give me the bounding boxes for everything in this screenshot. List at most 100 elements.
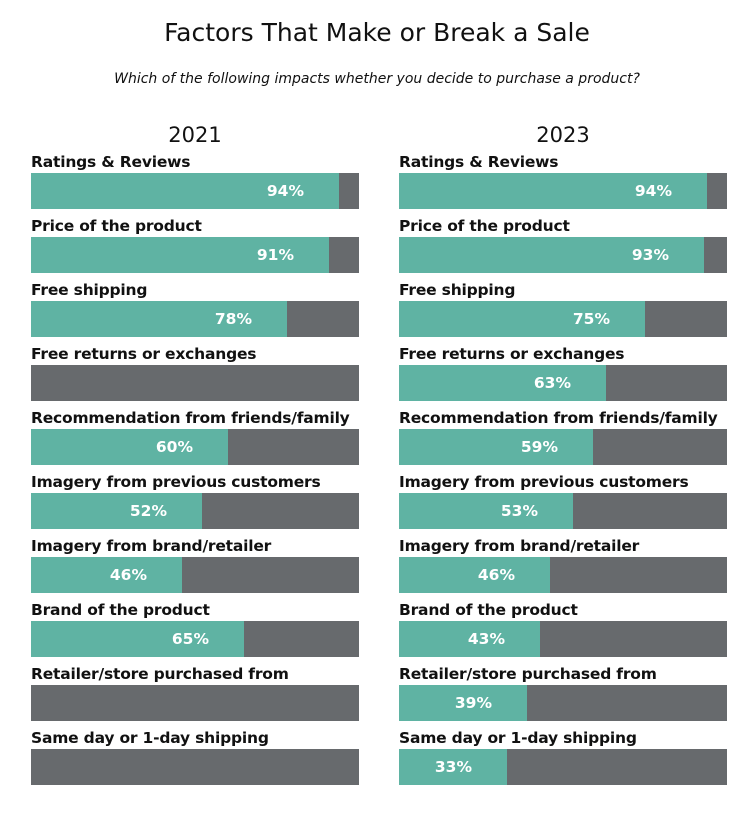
bar-track bbox=[31, 685, 359, 721]
bar-value-label: 33% bbox=[434, 758, 472, 776]
bar-track: 75% bbox=[399, 301, 727, 337]
bar-value-label: 93% bbox=[631, 246, 669, 264]
bar-track: 46% bbox=[399, 557, 727, 593]
bar-track: 46% bbox=[31, 557, 359, 593]
bar-value-label: 65% bbox=[171, 630, 209, 648]
bar-row: Same day or 1-day shipping bbox=[31, 726, 359, 790]
panel-year-label: 2021 bbox=[168, 123, 222, 147]
bar-value-label: 53% bbox=[500, 502, 538, 520]
bar-fill bbox=[31, 429, 228, 465]
bar-track: 91% bbox=[31, 237, 359, 273]
bar-value-label: 46% bbox=[477, 566, 515, 584]
bar-track: 78% bbox=[31, 301, 359, 337]
bar-fill bbox=[399, 621, 540, 657]
bar-list: Ratings & Reviews 94% Price of the product… bbox=[31, 150, 359, 790]
bar-value-label: 78% bbox=[214, 310, 252, 328]
bar-category-label: Free shipping bbox=[399, 281, 516, 299]
bar-row: Price of the product 91% bbox=[31, 214, 359, 278]
panel-2021: 2021 Ratings & Reviews 94% Price of the pr… bbox=[31, 120, 359, 790]
bar-fill bbox=[399, 365, 606, 401]
bar-track: 43% bbox=[399, 621, 727, 657]
bar-row: Imagery from previous customers 52% bbox=[31, 470, 359, 534]
bar-fill bbox=[31, 557, 182, 593]
bar-row: Ratings & Reviews 94% bbox=[399, 150, 727, 214]
bar-category-label: Imagery from previous customers bbox=[31, 473, 321, 491]
bar-category-label: Price of the product bbox=[399, 217, 570, 235]
bar-fill bbox=[399, 429, 593, 465]
bar-row: Same day or 1-day shipping 33% bbox=[399, 726, 727, 790]
bar-row: Free shipping 75% bbox=[399, 278, 727, 342]
bar-track: 33% bbox=[399, 749, 727, 785]
bar-value-label: 60% bbox=[155, 438, 193, 456]
bar-value-label: 39% bbox=[454, 694, 492, 712]
bar-fill bbox=[399, 173, 707, 209]
bar-category-label: Retailer/store purchased from bbox=[31, 665, 289, 683]
chart-title: Factors That Make or Break a Sale bbox=[164, 18, 590, 47]
bar-row: Free returns or exchanges bbox=[31, 342, 359, 406]
bar-track: 65% bbox=[31, 621, 359, 657]
bar-row: Retailer/store purchased from 39% bbox=[399, 662, 727, 726]
bar-category-label: Free shipping bbox=[31, 281, 148, 299]
bar-fill bbox=[399, 237, 704, 273]
bar-category-label: Retailer/store purchased from bbox=[399, 665, 657, 683]
bar-row: Free returns or exchanges 63% bbox=[399, 342, 727, 406]
bar-list: Ratings & Reviews 94% Price of the product… bbox=[399, 150, 727, 790]
bar-value-label: 43% bbox=[467, 630, 505, 648]
bar-track bbox=[31, 365, 359, 401]
bar-category-label: Same day or 1-day shipping bbox=[31, 729, 269, 747]
bar-category-label: Price of the product bbox=[31, 217, 202, 235]
bar-fill bbox=[31, 173, 339, 209]
bar-fill bbox=[31, 621, 244, 657]
bar-fill bbox=[399, 685, 527, 721]
panel-year-label: 2023 bbox=[536, 123, 590, 147]
bar-track: 53% bbox=[399, 493, 727, 529]
bar-fill bbox=[399, 557, 550, 593]
bar-row: Retailer/store purchased from bbox=[31, 662, 359, 726]
bar-value-label: 91% bbox=[256, 246, 294, 264]
bar-category-label: Recommendation from friends/family bbox=[31, 409, 350, 427]
bar-fill bbox=[399, 493, 573, 529]
bar-track: 63% bbox=[399, 365, 727, 401]
bar-row: Imagery from previous customers 53% bbox=[399, 470, 727, 534]
bar-category-label: Imagery from brand/retailer bbox=[31, 537, 272, 555]
bar-category-label: Free returns or exchanges bbox=[399, 345, 625, 363]
bar-row: Free shipping 78% bbox=[31, 278, 359, 342]
bar-row: Imagery from brand/retailer 46% bbox=[31, 534, 359, 598]
bar-category-label: Imagery from brand/retailer bbox=[399, 537, 640, 555]
bar-row: Ratings & Reviews 94% bbox=[31, 150, 359, 214]
bar-track: 39% bbox=[399, 685, 727, 721]
bar-track: 59% bbox=[399, 429, 727, 465]
bar-value-label: 94% bbox=[634, 182, 672, 200]
bar-value-label: 94% bbox=[266, 182, 304, 200]
bar-row: Imagery from brand/retailer 46% bbox=[399, 534, 727, 598]
chart-subtitle: Which of the following impacts whether y… bbox=[114, 71, 640, 87]
bar-category-label: Imagery from previous customers bbox=[399, 473, 689, 491]
bar-fill bbox=[31, 301, 287, 337]
bar-fill bbox=[31, 493, 202, 529]
bar-row: Recommendation from friends/family 59% bbox=[399, 406, 727, 470]
bar-category-label: Same day or 1-day shipping bbox=[399, 729, 637, 747]
bar-row: Brand of the product 65% bbox=[31, 598, 359, 662]
bar-value-label: 59% bbox=[520, 438, 558, 456]
bar-value-label: 75% bbox=[572, 310, 610, 328]
bar-track: 94% bbox=[399, 173, 727, 209]
bar-track: 52% bbox=[31, 493, 359, 529]
bar-track: 60% bbox=[31, 429, 359, 465]
panel-2023: 2023 Ratings & Reviews 94% Price of the pr… bbox=[399, 120, 727, 790]
bar-fill bbox=[31, 237, 329, 273]
bar-category-label: Brand of the product bbox=[31, 601, 210, 619]
bar-category-label: Ratings & Reviews bbox=[399, 153, 559, 171]
bar-row: Price of the product 93% bbox=[399, 214, 727, 278]
bar-value-label: 46% bbox=[109, 566, 147, 584]
bar-category-label: Ratings & Reviews bbox=[31, 153, 191, 171]
bar-fill bbox=[399, 749, 507, 785]
bar-category-label: Free returns or exchanges bbox=[31, 345, 257, 363]
bar-fill bbox=[399, 301, 645, 337]
bar-track: 94% bbox=[31, 173, 359, 209]
bar-value-label: 63% bbox=[533, 374, 571, 392]
bar-category-label: Recommendation from friends/family bbox=[399, 409, 718, 427]
bar-track: 93% bbox=[399, 237, 727, 273]
bar-row: Brand of the product 43% bbox=[399, 598, 727, 662]
bar-row: Recommendation from friends/family 60% bbox=[31, 406, 359, 470]
bar-value-label: 52% bbox=[129, 502, 167, 520]
